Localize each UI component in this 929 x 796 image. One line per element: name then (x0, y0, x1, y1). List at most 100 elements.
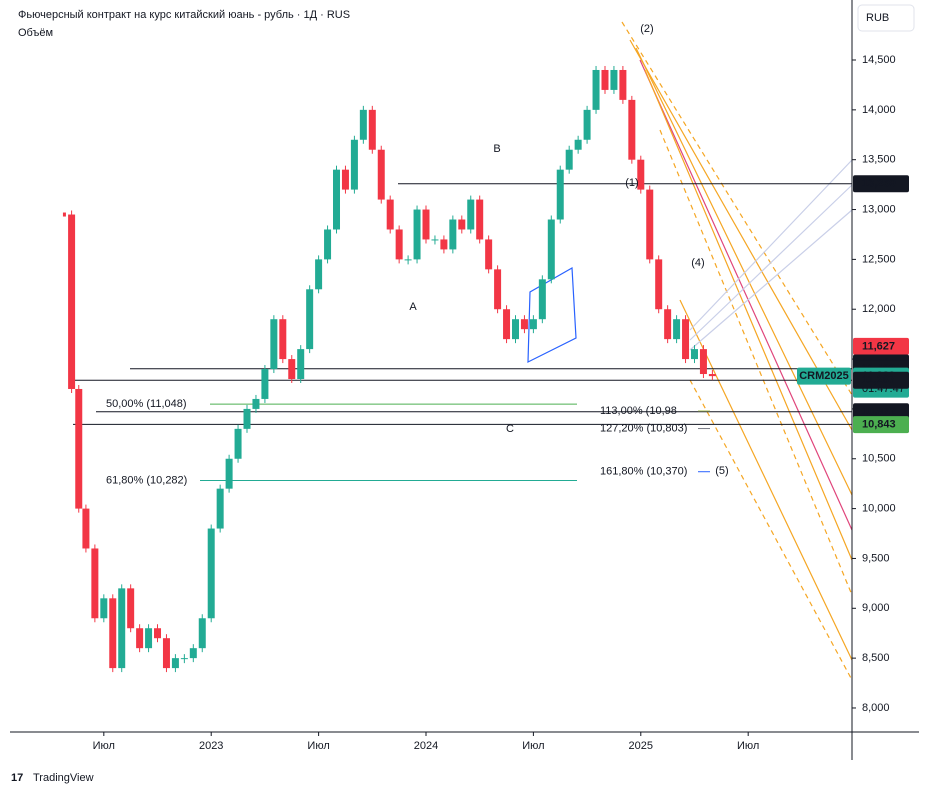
candle (583, 109, 591, 140)
candle (359, 109, 367, 140)
candle (118, 588, 126, 669)
candle (467, 199, 475, 230)
candle (288, 359, 296, 380)
candle (136, 628, 144, 649)
candle (655, 259, 663, 310)
candle (145, 628, 153, 649)
candle (306, 289, 314, 350)
candle (243, 408, 251, 429)
candle (565, 149, 573, 170)
wave-label: (2) (640, 23, 653, 35)
candle (646, 189, 654, 260)
candle (708, 374, 716, 377)
price-tag (853, 371, 909, 389)
candle (458, 219, 466, 230)
fan-line (689, 159, 853, 331)
candle (171, 658, 179, 669)
candle (690, 349, 698, 360)
candle (154, 628, 162, 639)
extension-label: 161,80% (10,370) (600, 466, 687, 478)
candle (207, 528, 215, 619)
channel-line (644, 69, 853, 561)
candle (395, 229, 403, 260)
price-tag-label: 10,843 (862, 418, 896, 430)
channel-line (659, 129, 853, 596)
brand: TradingView (33, 772, 94, 784)
x-tick-label: 2023 (199, 740, 223, 752)
candle (162, 638, 170, 669)
wave-label: (4) (691, 257, 704, 269)
price-tag (853, 416, 909, 434)
candle (628, 99, 636, 160)
candle (404, 259, 412, 261)
candle (431, 239, 439, 241)
wave-label: B (493, 143, 500, 155)
candle (592, 69, 600, 110)
extension-label: 113,00% (10,98 (600, 405, 677, 417)
candle (547, 219, 555, 280)
candle (485, 239, 493, 270)
candle (368, 109, 376, 150)
candle (386, 199, 394, 230)
x-tick-label: Июл (522, 740, 544, 752)
price-tag-label: 11,627 (862, 340, 895, 352)
candle (225, 458, 233, 489)
x-tick-label: Июл (93, 740, 115, 752)
logo-mark: 17 (11, 772, 23, 784)
candle (610, 69, 618, 90)
candle (377, 149, 385, 200)
candle (511, 319, 519, 340)
candle (422, 209, 430, 240)
x-tick-label: Июл (737, 740, 759, 752)
y-tick-label: 8,000 (862, 702, 890, 714)
candle (216, 488, 224, 529)
candle (494, 269, 502, 310)
fib-label: 50,00% (11,048) (106, 398, 187, 410)
median-line (639, 59, 853, 531)
candle (261, 369, 269, 399)
y-tick-label: 9,500 (862, 552, 890, 564)
wave-label: C (506, 423, 514, 435)
candles (62, 65, 716, 673)
candle (82, 508, 90, 549)
y-tick-label: 12,500 (862, 253, 896, 265)
candle (109, 598, 117, 669)
candle (252, 398, 260, 409)
candle (100, 598, 108, 619)
candle (664, 309, 672, 340)
candle (324, 229, 332, 260)
candle (68, 214, 76, 389)
candle (279, 319, 287, 360)
y-tick-label: 13,500 (862, 154, 896, 166)
candle (529, 319, 537, 330)
candle (333, 169, 341, 230)
y-tick-label: 12,000 (862, 303, 896, 315)
volume-label: Объём (18, 27, 53, 39)
y-tick-label: 14,000 (862, 104, 896, 116)
wave-label: A (409, 301, 417, 313)
candle (601, 69, 609, 90)
candle (574, 139, 582, 150)
candle (673, 319, 681, 340)
currency-button[interactable] (857, 4, 915, 32)
candle (297, 349, 305, 380)
x-tick-label: Июл (307, 740, 329, 752)
wave-label: (5) (715, 465, 728, 477)
candle (476, 199, 484, 240)
candle (538, 279, 546, 320)
channel-line (629, 39, 853, 431)
y-tick-label: 9,000 (862, 602, 890, 614)
y-tick-label: 8,500 (862, 652, 890, 664)
candle (270, 319, 278, 370)
symbol-tag-label: CRM2025 (799, 370, 849, 382)
candle (699, 349, 707, 375)
candle (189, 648, 197, 659)
price-tag (853, 337, 909, 355)
candle (440, 239, 448, 250)
currency: RUB (866, 12, 889, 24)
triangle-pattern (527, 266, 577, 363)
price-tag-label: 10,972 (862, 406, 896, 418)
y-tick-label: 10,500 (862, 453, 896, 465)
